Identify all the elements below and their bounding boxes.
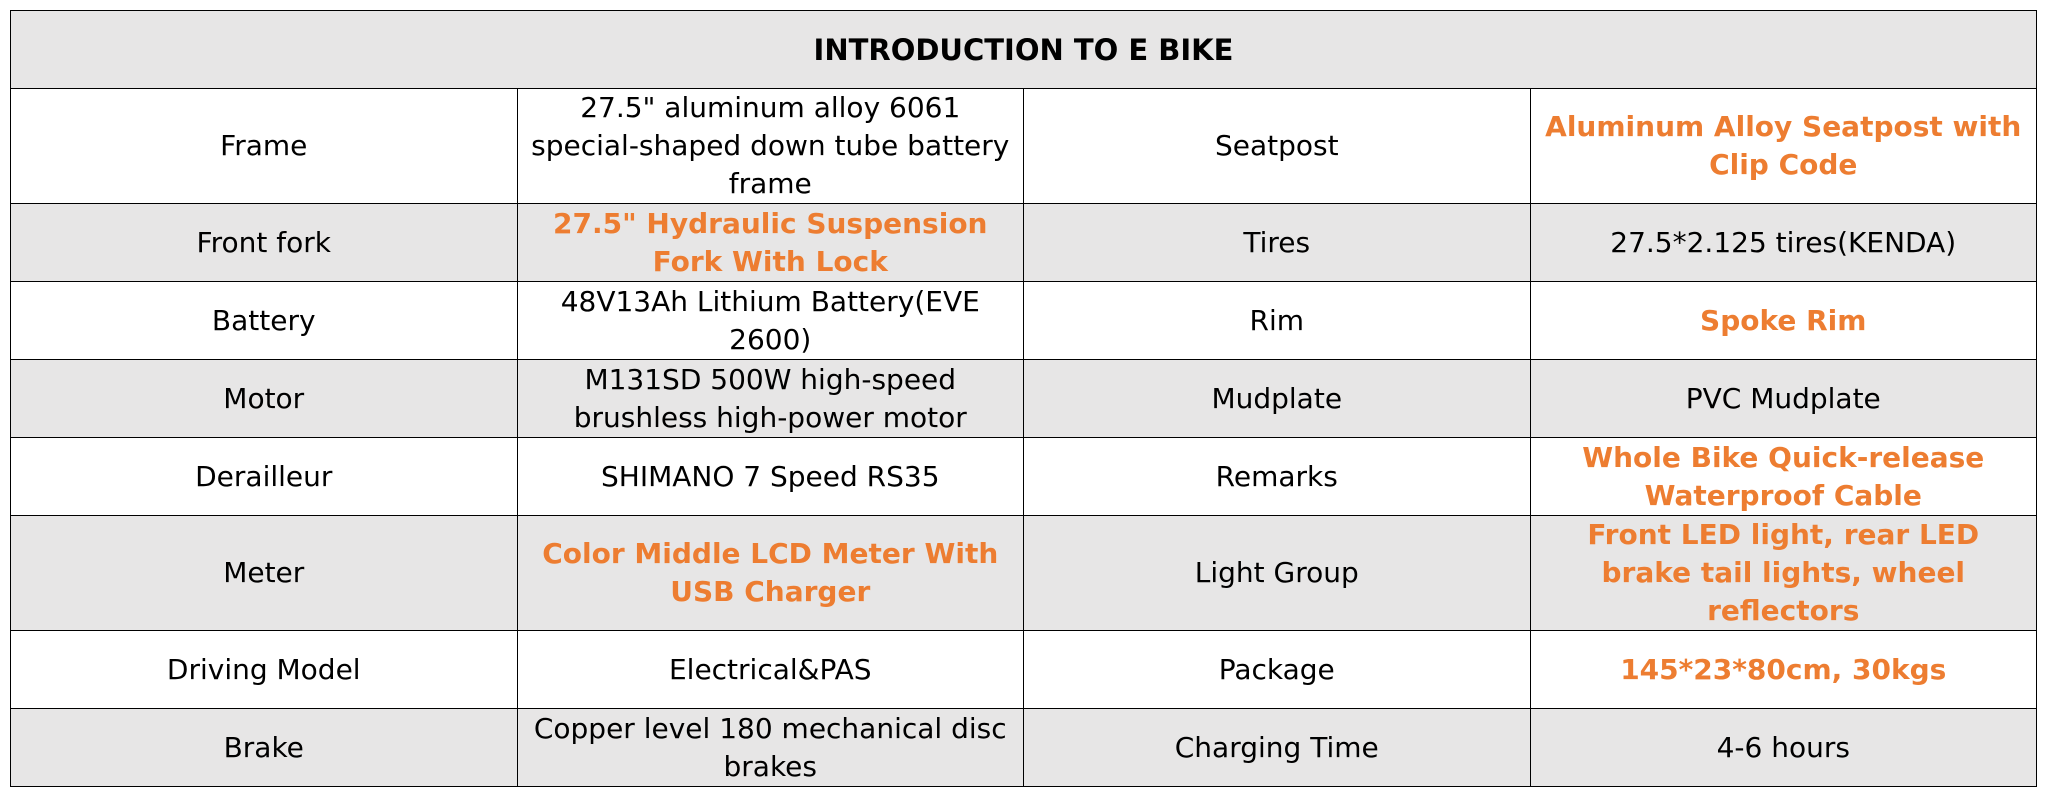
page: {"table": {"title": "INTRODUCTION TO E B… <box>10 10 2037 787</box>
spec-label: Tires <box>1023 203 1531 282</box>
table-title: INTRODUCTION TO E BIKE <box>10 10 2037 89</box>
spec-label: Meter <box>10 515 518 631</box>
spec-value: 145*23*80cm, 30kgs <box>1529 630 2037 709</box>
spec-value: 27.5" aluminum alloy 6061 special-shaped… <box>516 88 1024 204</box>
spec-label: Mudplate <box>1023 359 1531 438</box>
spec-value: PVC Mudplate <box>1529 359 2037 438</box>
spec-label: Frame <box>10 88 518 204</box>
spec-label: Package <box>1023 630 1531 709</box>
spec-sheet: INTRODUCTION TO E BIKE Frame 27.5" alumin… <box>10 10 2037 787</box>
spec-row: Battery 48V13Ah Lithium Battery(EVE 2600)… <box>10 281 2037 360</box>
spec-row: Frame 27.5" aluminum alloy 6061 special-s… <box>10 88 2037 204</box>
spec-row: Motor M131SD 500W high-speed brushless hi… <box>10 359 2037 438</box>
spec-label: Remarks <box>1023 437 1531 516</box>
title-row: INTRODUCTION TO E BIKE <box>10 10 2037 89</box>
spec-value: M131SD 500W high-speed brushless high-po… <box>516 359 1024 438</box>
spec-value: Front LED light, rear LED brake tail lig… <box>1529 515 2037 631</box>
spec-value: Aluminum Alloy Seatpost with Clip Code <box>1529 88 2037 204</box>
spec-label: Derailleur <box>10 437 518 516</box>
spec-label: Seatpost <box>1023 88 1531 204</box>
spec-value: 27.5" Hydraulic Suspension Fork With Loc… <box>516 203 1024 282</box>
spec-value: Color Middle LCD Meter With USB Charger <box>516 515 1024 631</box>
spec-value: 27.5*2.125 tires(KENDA) <box>1529 203 2037 282</box>
spec-label: Motor <box>10 359 518 438</box>
spec-row: Driving Model Electrical&PAS Package 145*23… <box>10 630 2037 709</box>
spec-label: Light Group <box>1023 515 1531 631</box>
table-body: INTRODUCTION TO E BIKE Frame 27.5" alumin… <box>10 10 2037 787</box>
spec-value: Copper level 180 mechanical disc brakes <box>516 708 1024 787</box>
spec-value: SHIMANO 7 Speed RS35 <box>516 437 1024 516</box>
spec-label: Driving Model <box>10 630 518 709</box>
spec-row: Front fork 27.5" Hydraulic Suspension For… <box>10 203 2037 282</box>
spec-label: Front fork <box>10 203 518 282</box>
spec-table: INTRODUCTION TO E BIKE Frame 27.5" alumin… <box>10 10 2037 787</box>
spec-value: 48V13Ah Lithium Battery(EVE 2600) <box>516 281 1024 360</box>
spec-value: 4-6 hours <box>1529 708 2037 787</box>
spec-value: Electrical&PAS <box>516 630 1024 709</box>
spec-label: Battery <box>10 281 518 360</box>
spec-row: Derailleur SHIMANO 7 Speed RS35 Remarks Who… <box>10 437 2037 516</box>
spec-value: Spoke Rim <box>1529 281 2037 360</box>
spec-label: Rim <box>1023 281 1531 360</box>
spec-row: Brake Copper level 180 mechanical disc br… <box>10 708 2037 787</box>
spec-label: Charging Time <box>1023 708 1531 787</box>
spec-value: Whole Bike Quick-release Waterproof Cabl… <box>1529 437 2037 516</box>
spec-label: Brake <box>10 708 518 787</box>
spec-row: Meter Color Middle LCD Meter With USB Cha… <box>10 515 2037 631</box>
